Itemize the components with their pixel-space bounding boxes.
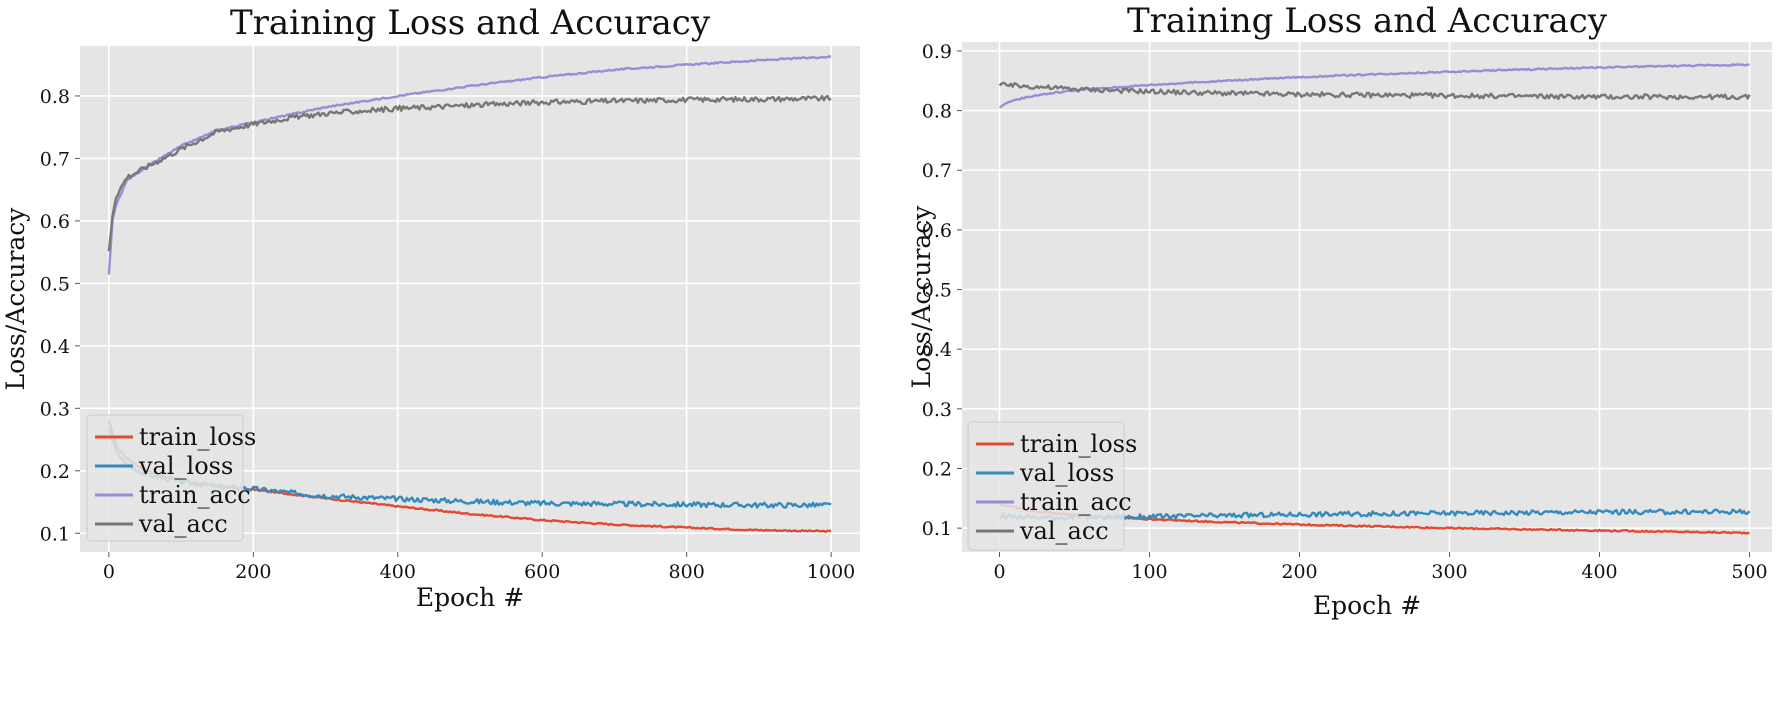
x-tick-label: 300 xyxy=(1431,561,1467,583)
y-tick-label: 0.1 xyxy=(40,523,70,545)
series-line-val_acc xyxy=(998,81,1751,101)
legend-box xyxy=(967,421,1125,551)
y-tick-label: 0.7 xyxy=(922,160,952,182)
y-tick-label: 0.7 xyxy=(40,148,70,170)
loss-accuracy-chart-right: 0 100 200 300 400 500 0.1 0.2 0.3 0.4 0.5 0.6 0.7 0.8… xyxy=(907,1,1772,620)
chart-panel-right: 0 100 200 300 400 500 0.1 0.2 0.3 0.4 0.5 0.6 0.7 0.8… xyxy=(900,0,1792,714)
chart-panel-left: 0 200 400 600 800 1000 0.1 0.2 0.3 0.4 0.5 0.6 0.7 0.… xyxy=(0,0,880,714)
x-tick-label: 0 xyxy=(103,561,115,583)
x-tick-label: 1000 xyxy=(807,561,855,583)
x-tick-label: 400 xyxy=(380,561,416,583)
x-tick-label: 600 xyxy=(524,561,560,583)
legend-box xyxy=(86,414,244,542)
series-line-train_acc xyxy=(107,55,832,275)
y-axis-label: Loss/Accuracy xyxy=(1,207,30,391)
y-tick-label: 0.2 xyxy=(922,458,952,480)
y-tick-label: 0.3 xyxy=(922,399,952,421)
legend-label-train_loss: train_loss xyxy=(1020,430,1137,458)
legend-label-val_loss: val_loss xyxy=(138,452,233,480)
y-axis-label: Loss/Accuracy xyxy=(907,205,936,389)
y-tick-label: 0.8 xyxy=(922,101,952,123)
loss-accuracy-chart-left: 0 200 400 600 800 1000 0.1 0.2 0.3 0.4 0.5 0.6 0.7 0.… xyxy=(1,3,860,612)
y-tick-label: 0.5 xyxy=(40,273,70,295)
series-line-train_acc xyxy=(998,63,1750,109)
x-tick-label: 500 xyxy=(1731,561,1767,583)
chart-title: Training Loss and Accuracy xyxy=(230,3,711,43)
y-tick-label: 0.2 xyxy=(40,461,70,483)
y-tick-label: 0.5 xyxy=(922,280,952,302)
y-tick-label: 0.4 xyxy=(40,336,70,358)
y-tick-label: 0.6 xyxy=(40,211,70,233)
x-axis-label: Epoch # xyxy=(1313,591,1421,620)
y-tick-label: 0.3 xyxy=(40,398,70,420)
chart-title: Training Loss and Accuracy xyxy=(1127,1,1608,41)
y-tick-label: 0.6 xyxy=(922,220,952,242)
legend-label-val_acc: val_acc xyxy=(1019,517,1109,545)
x-tick-label: 100 xyxy=(1131,561,1167,583)
legend-label-val_acc: val_acc xyxy=(138,510,228,538)
x-tick-label: 200 xyxy=(1281,561,1317,583)
legend-label-train_acc: train_acc xyxy=(139,481,251,509)
x-axis-label: Epoch # xyxy=(416,583,524,612)
y-tick-label: 0.4 xyxy=(922,339,952,361)
legend-label-train_acc: train_acc xyxy=(1020,488,1132,516)
x-tick-label: 800 xyxy=(669,561,705,583)
legend-label-train_loss: train_loss xyxy=(139,423,256,451)
x-tick-label: 200 xyxy=(235,561,271,583)
x-tick-label: 400 xyxy=(1581,561,1617,583)
y-tick-label: 0.9 xyxy=(922,41,952,63)
y-tick-label: 0.1 xyxy=(922,518,952,540)
series-line-val_acc xyxy=(107,94,832,252)
x-tick-label: 0 xyxy=(993,561,1005,583)
y-tick-label: 0.8 xyxy=(40,86,70,108)
legend-label-val_loss: val_loss xyxy=(1019,459,1114,487)
